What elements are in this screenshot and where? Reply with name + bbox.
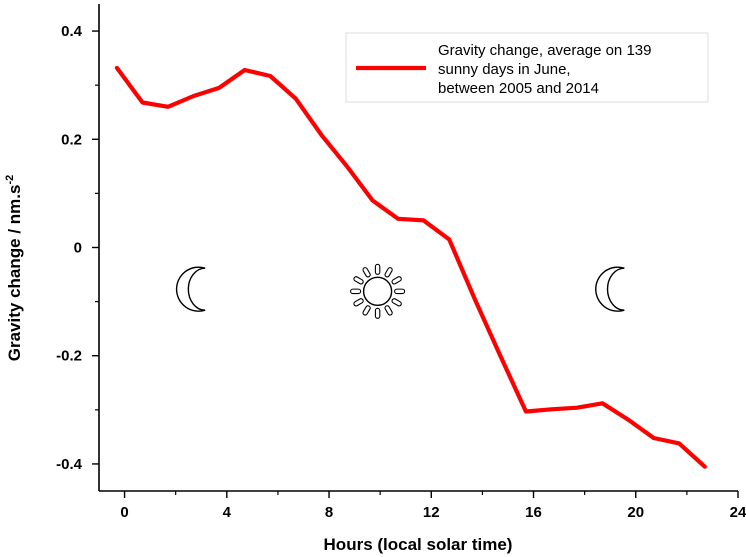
x-tick-label: 4 bbox=[223, 504, 232, 521]
sun-ray bbox=[384, 267, 393, 278]
y-tick-label: 0.2 bbox=[61, 131, 82, 148]
x-axis-title: Hours (local solar time) bbox=[324, 535, 513, 554]
sun-disc bbox=[362, 276, 393, 307]
sun-ray bbox=[353, 298, 364, 307]
sun-ray bbox=[384, 305, 393, 316]
x-tick-label: 0 bbox=[120, 504, 128, 521]
y-tick-label: 0 bbox=[74, 240, 82, 257]
y-axis-title: Gravity change / nm.s-2 bbox=[4, 175, 24, 361]
sun-ray bbox=[362, 267, 371, 278]
legend-label: between 2005 and 2014 bbox=[438, 80, 599, 97]
legend-label: Gravity change, average on 139 bbox=[438, 42, 651, 59]
moon-icon bbox=[175, 266, 206, 312]
icons bbox=[175, 263, 625, 319]
x-tick-label: 8 bbox=[325, 504, 333, 521]
y-axis-title-main: Gravity change / nm.s bbox=[5, 185, 24, 362]
legend: Gravity change, average on 139 sunny days… bbox=[345, 32, 709, 103]
x-tick-label: 16 bbox=[525, 504, 542, 521]
sun-ray bbox=[374, 307, 381, 319]
y-tick-label: -0.2 bbox=[56, 348, 82, 365]
sun-ray bbox=[374, 263, 381, 275]
sun-ray bbox=[353, 276, 364, 285]
series-line bbox=[114, 65, 707, 469]
sun-ray bbox=[362, 305, 371, 316]
x-tick-label: 24 bbox=[730, 504, 746, 521]
sun-ray bbox=[391, 276, 402, 285]
y-tick-label: -0.4 bbox=[56, 456, 83, 473]
sun-icon bbox=[350, 263, 406, 319]
ticks: 0.4 0.2 0 -0.2 -0.4 0 4 8 12 16 20 24 bbox=[56, 23, 746, 521]
series bbox=[114, 65, 707, 469]
moon-icon bbox=[595, 266, 625, 312]
x-tick-label: 12 bbox=[423, 504, 440, 521]
legend-label: sunny days in June, bbox=[438, 61, 571, 78]
x-tick-label: 20 bbox=[627, 504, 644, 521]
y-tick-label: 0.4 bbox=[61, 23, 83, 40]
y-axis-title-superscript: -2 bbox=[4, 175, 16, 185]
sun-ray bbox=[350, 288, 362, 295]
sun-ray bbox=[391, 298, 402, 307]
sun-ray bbox=[394, 288, 406, 295]
